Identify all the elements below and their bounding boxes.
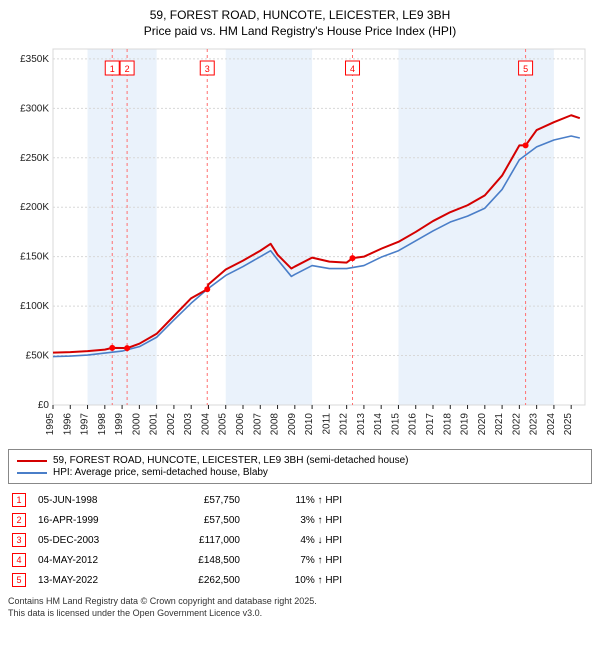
svg-text:2007: 2007 (252, 413, 263, 436)
svg-text:£100K: £100K (20, 301, 49, 312)
marker-num: 1 (12, 493, 26, 507)
svg-text:£300K: £300K (20, 104, 49, 115)
legend-row: HPI: Average price, semi-detached house,… (17, 467, 583, 478)
title-line2: Price paid vs. HM Land Registry's House … (144, 24, 456, 38)
footer-line2: This data is licensed under the Open Gov… (8, 608, 262, 618)
svg-text:2005: 2005 (218, 413, 229, 436)
legend-swatch (17, 460, 47, 462)
table-row: 5 13-MAY-2022 £262,500 10% ↑ HPI (8, 570, 592, 590)
svg-text:2: 2 (125, 64, 130, 74)
svg-text:2020: 2020 (477, 413, 488, 436)
legend-swatch (17, 472, 47, 474)
svg-text:4: 4 (350, 64, 355, 74)
svg-text:2008: 2008 (270, 413, 281, 436)
svg-text:1998: 1998 (97, 413, 108, 436)
price-chart: £0 £50K £100K £150K £200K £250K £300K £350K 1995… (8, 43, 592, 443)
svg-text:2018: 2018 (442, 413, 453, 436)
footer-line1: Contains HM Land Registry data © Crown c… (8, 596, 317, 606)
svg-text:2014: 2014 (373, 413, 384, 436)
svg-text:2016: 2016 (408, 413, 419, 436)
transactions-table: 1 05-JUN-1998 £57,750 11% ↑ HPI 2 16-APR-1999… (8, 490, 592, 590)
marker-num: 2 (12, 513, 26, 527)
svg-text:1997: 1997 (80, 413, 91, 436)
legend: 59, FOREST ROAD, HUNCOTE, LEICESTER, LE9… (8, 449, 592, 484)
svg-text:2024: 2024 (546, 413, 557, 436)
txn-price: £148,500 (160, 555, 240, 566)
marker-num: 4 (12, 553, 26, 567)
svg-text:2002: 2002 (166, 413, 177, 436)
svg-text:2010: 2010 (304, 413, 315, 436)
svg-text:£350K: £350K (20, 54, 49, 65)
table-row: 2 16-APR-1999 £57,500 3% ↑ HPI (8, 510, 592, 530)
svg-text:2019: 2019 (460, 413, 471, 436)
svg-text:3: 3 (205, 64, 210, 74)
svg-text:2017: 2017 (425, 413, 436, 436)
legend-label: HPI: Average price, semi-detached house,… (53, 467, 268, 478)
table-row: 3 05-DEC-2003 £117,000 4% ↓ HPI (8, 530, 592, 550)
svg-text:2012: 2012 (339, 413, 350, 436)
chart-title: 59, FOREST ROAD, HUNCOTE, LEICESTER, LE9… (8, 8, 592, 39)
svg-text:2021: 2021 (494, 413, 505, 436)
txn-price: £117,000 (160, 535, 240, 546)
svg-text:2003: 2003 (183, 413, 194, 436)
svg-text:£250K: £250K (20, 153, 49, 164)
svg-text:2000: 2000 (131, 413, 142, 436)
txn-pct: 10% ↑ HPI (252, 575, 342, 586)
table-row: 4 04-MAY-2012 £148,500 7% ↑ HPI (8, 550, 592, 570)
svg-text:2001: 2001 (149, 413, 160, 436)
svg-text:£200K: £200K (20, 202, 49, 213)
svg-text:1996: 1996 (62, 413, 73, 436)
marker-num: 5 (12, 573, 26, 587)
txn-price: £262,500 (160, 575, 240, 586)
txn-pct: 11% ↑ HPI (252, 495, 342, 506)
chart-svg: £0 £50K £100K £150K £200K £250K £300K £350K 1995… (8, 43, 592, 443)
txn-date: 05-JUN-1998 (38, 495, 148, 506)
txn-price: £57,500 (160, 515, 240, 526)
txn-pct: 3% ↑ HPI (252, 515, 342, 526)
svg-text:£150K: £150K (20, 252, 49, 263)
svg-text:£0: £0 (38, 400, 50, 411)
svg-text:2025: 2025 (563, 413, 574, 436)
svg-text:2011: 2011 (321, 413, 332, 435)
txn-date: 16-APR-1999 (38, 515, 148, 526)
txn-pct: 4% ↓ HPI (252, 535, 342, 546)
svg-text:2009: 2009 (287, 413, 298, 436)
svg-text:£50K: £50K (26, 351, 50, 362)
footer: Contains HM Land Registry data © Crown c… (8, 596, 592, 619)
txn-date: 05-DEC-2003 (38, 535, 148, 546)
svg-text:2015: 2015 (390, 413, 401, 436)
svg-text:2004: 2004 (200, 413, 211, 436)
txn-price: £57,750 (160, 495, 240, 506)
legend-label: 59, FOREST ROAD, HUNCOTE, LEICESTER, LE9… (53, 455, 409, 466)
svg-text:2006: 2006 (235, 413, 246, 436)
svg-text:1: 1 (110, 64, 115, 74)
title-line1: 59, FOREST ROAD, HUNCOTE, LEICESTER, LE9… (150, 8, 451, 22)
svg-text:2013: 2013 (356, 413, 367, 436)
legend-row: 59, FOREST ROAD, HUNCOTE, LEICESTER, LE9… (17, 455, 583, 466)
svg-text:2022: 2022 (511, 413, 522, 436)
txn-date: 04-MAY-2012 (38, 555, 148, 566)
txn-date: 13-MAY-2022 (38, 575, 148, 586)
svg-text:5: 5 (523, 64, 528, 74)
svg-text:1995: 1995 (45, 413, 56, 436)
table-row: 1 05-JUN-1998 £57,750 11% ↑ HPI (8, 490, 592, 510)
txn-pct: 7% ↑ HPI (252, 555, 342, 566)
svg-text:1999: 1999 (114, 413, 125, 436)
svg-text:2023: 2023 (529, 413, 540, 436)
marker-num: 3 (12, 533, 26, 547)
